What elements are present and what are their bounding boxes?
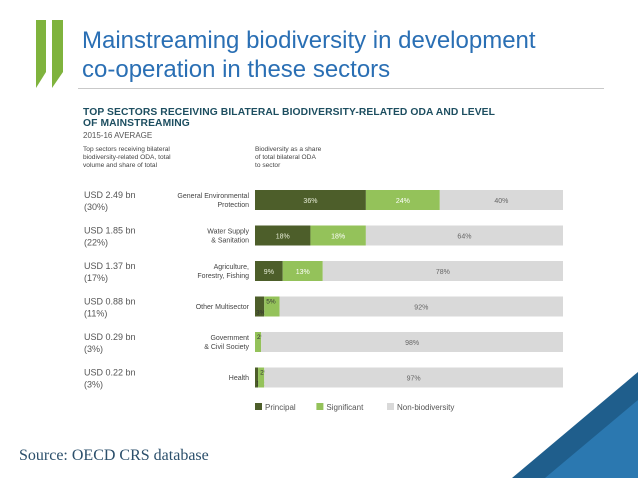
share-label: (17%) (84, 273, 108, 283)
data-label: 24% (396, 198, 410, 205)
bar-segment-non-biodiversity (322, 261, 563, 281)
share-label: (3%) (84, 380, 103, 390)
category-label: Water Supply (207, 229, 249, 236)
category-label: Agriculture, (214, 264, 249, 271)
chart-title: TOP SECTORS RECEIVING BILATERAL BIODIVER… (83, 107, 495, 129)
bar-segment-significant (310, 225, 366, 246)
right-header-line-2: of total bilateral ODA (255, 154, 316, 161)
volume-label: USD 1.37 bn (84, 261, 136, 271)
bar-segment-significant (255, 332, 262, 352)
data-label: 3% (256, 310, 266, 317)
data-label: 5% (266, 299, 276, 306)
legend-swatch (387, 403, 394, 410)
data-label: 13% (296, 269, 310, 276)
slide-title-line-2: co-operation in these sectors (82, 56, 391, 83)
left-column-header: Top sectors receiving bilateral biodiver… (83, 146, 171, 170)
data-label: 18% (276, 234, 290, 241)
slide-title: Mainstreaming biodiversity in developmen… (82, 26, 602, 84)
category-label: Government (210, 335, 249, 342)
right-column-header: Biodiversity as a share of total bilater… (255, 146, 321, 170)
chart-title-line-2: OF MAINSTREAMING (83, 118, 190, 129)
bar-segment-non-biodiversity (365, 225, 563, 246)
category-label: & Sanitation (211, 238, 249, 245)
chart-title-line-1: TOP SECTORS RECEIVING BILATERAL BIODIVER… (83, 107, 496, 118)
category-label: Forestry, Fishing (197, 273, 249, 280)
left-header-line-3: volume and share of total (83, 162, 158, 169)
bar-segment-principal (255, 261, 283, 281)
bar-segment-significant (282, 261, 323, 281)
bar-segment-significant (365, 190, 440, 210)
bar-segment-non-biodiversity (439, 190, 563, 210)
data-label: 78% (436, 269, 450, 276)
share-label: (3%) (84, 344, 103, 354)
bar-segment-significant (258, 367, 265, 388)
volume-label: USD 0.29 bn (84, 332, 136, 342)
chart-subtitle: 2015-16 AVERAGE (83, 131, 153, 140)
category-label: & Civil Society (204, 344, 249, 351)
data-label: 18% (331, 234, 345, 241)
source-note: Source: OECD CRS database (19, 447, 209, 464)
data-label: 36% (303, 198, 317, 205)
data-label: 92% (414, 305, 428, 312)
data-label: 40% (494, 198, 508, 205)
data-label: 9% (264, 269, 274, 276)
volume-label: USD 2.49 bn (84, 190, 136, 200)
left-header-line-1: Top sectors receiving bilateral (83, 146, 170, 153)
legend-label: Principal (265, 403, 296, 412)
bar-segment-significant (264, 296, 280, 317)
category-label: Other Multisector (196, 304, 250, 311)
volume-label: USD 0.22 bn (84, 368, 136, 378)
bar-segment-non-biodiversity (264, 367, 563, 388)
volume-label: USD 0.88 bn (84, 297, 136, 307)
category-label: Health (229, 375, 249, 382)
category-label: Protection (217, 202, 249, 209)
bar-segment-principal (255, 225, 311, 246)
volume-label: USD 1.85 bn (84, 226, 136, 236)
data-label: 98% (405, 340, 419, 347)
legend-swatch (255, 403, 262, 410)
legend-label: Non-biodiversity (397, 403, 454, 412)
oecd-logo-icon (36, 20, 63, 88)
data-label: 97% (407, 376, 421, 383)
share-label: (22%) (84, 238, 108, 248)
share-label: (30%) (84, 202, 108, 212)
bar-segment-principal (255, 367, 259, 388)
bar-segment-principal (255, 296, 265, 317)
bar-segment-principal (255, 190, 366, 210)
legend-label: Significant (326, 403, 364, 412)
bar-segment-non-biodiversity (261, 332, 563, 352)
left-header-line-2: biodiversity-related ODA, total (83, 154, 171, 161)
share-label: (11%) (84, 309, 107, 319)
bar-segment-non-biodiversity (279, 296, 563, 317)
category-label: General Environmental (177, 193, 249, 200)
right-header-line-3: to sector (255, 162, 281, 169)
title-divider (78, 88, 604, 89)
legend-swatch (316, 403, 324, 410)
slide-title-line-1: Mainstreaming biodiversity in developmen… (82, 27, 536, 54)
right-header-line-1: Biodiversity as a share (255, 146, 322, 153)
data-label: 64% (457, 234, 471, 241)
